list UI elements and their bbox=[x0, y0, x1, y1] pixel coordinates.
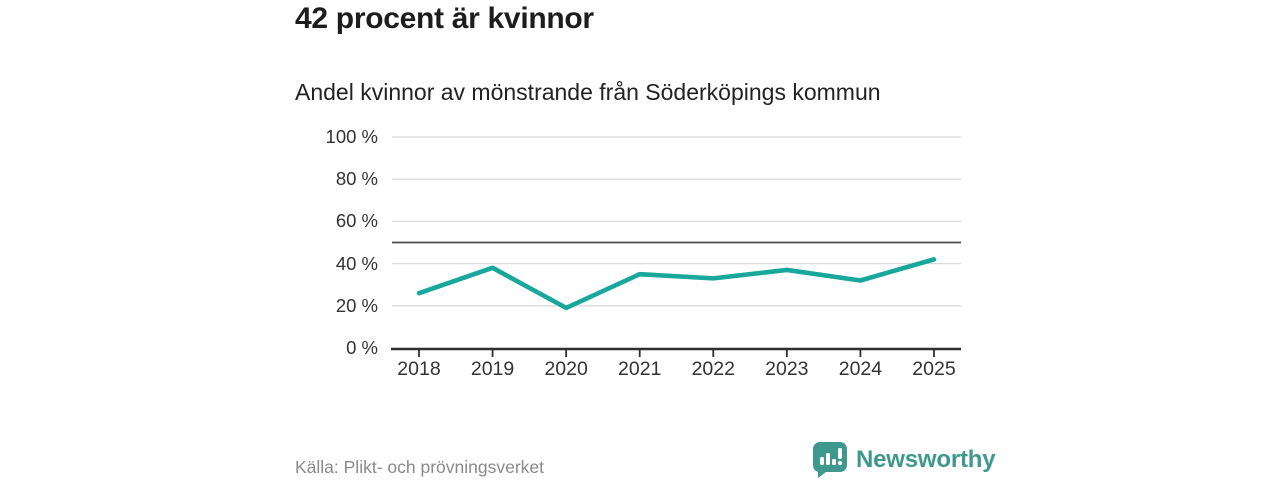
chart-subtitle: Andel kvinnor av mönstrande från Söderkö… bbox=[295, 79, 881, 105]
y-axis-tick-label: 40 % bbox=[335, 252, 378, 274]
newsworthy-logo: Newsworthy bbox=[812, 441, 996, 478]
x-axis-tick-label: 2022 bbox=[691, 358, 735, 380]
y-axis-tick-label: 100 % bbox=[325, 126, 378, 147]
x-axis-tick-label: 2023 bbox=[765, 358, 809, 380]
y-axis-tick-label: 80 % bbox=[335, 168, 378, 190]
logo-exclamation-dot bbox=[837, 460, 843, 466]
newsworthy-logo-icon bbox=[813, 442, 847, 478]
y-axis-tick-label: 20 % bbox=[335, 294, 378, 316]
x-axis-tick-label: 2025 bbox=[912, 358, 956, 380]
y-axis-tick-label: 60 % bbox=[335, 210, 378, 232]
page-title: 42 procent är kvinnor bbox=[295, 2, 594, 35]
x-axis-tick-label: 2019 bbox=[470, 358, 515, 380]
logo-bar-1 bbox=[820, 457, 824, 465]
logo-bar-3 bbox=[832, 459, 836, 465]
logo-exclamation-stroke bbox=[838, 448, 842, 459]
y-axis-tick-label: 0 % bbox=[346, 337, 378, 358]
newsworthy-logo-text: Newsworthy bbox=[856, 445, 996, 473]
x-axis-tick-label: 2020 bbox=[544, 358, 588, 380]
x-axis-tick-label: 2021 bbox=[618, 358, 662, 380]
x-axis-tick-label: 2018 bbox=[397, 358, 441, 380]
x-axis-tick-label: 2024 bbox=[838, 358, 883, 380]
logo-bar-2 bbox=[826, 453, 830, 465]
data-line-andel-kvinnor bbox=[416, 257, 937, 311]
source-note: Källa: Plikt- och prövningsverket bbox=[295, 457, 544, 477]
